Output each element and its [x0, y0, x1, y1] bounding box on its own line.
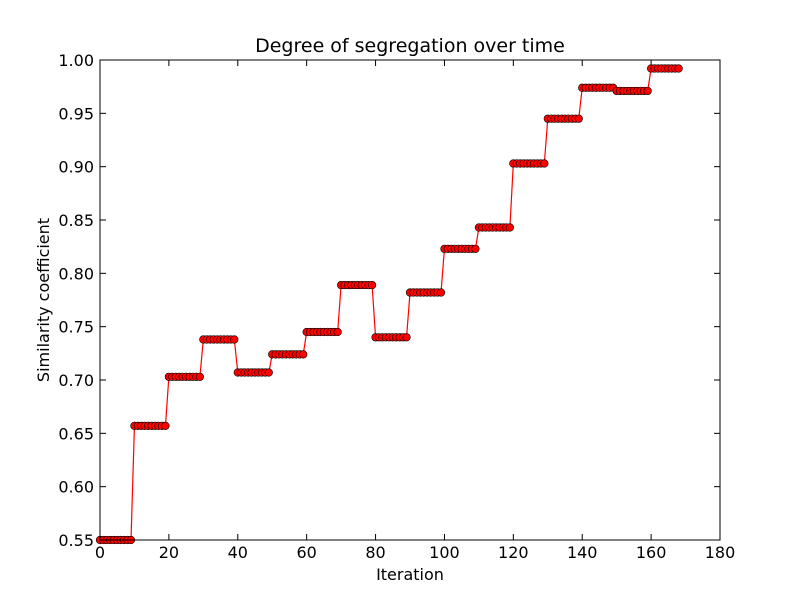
y-tick-label: 0.70: [58, 371, 94, 390]
y-tick-label: 0.60: [58, 478, 94, 497]
axis-ticks: 0 20 40 60 80 100 120 140 160 180 0.55 0.60 0.65 0.70…: [58, 51, 735, 562]
data-point: [333, 327, 342, 337]
x-tick-label: 40: [228, 543, 248, 562]
x-axis-title: Iteration: [376, 565, 444, 584]
y-tick-label: 1.00: [58, 51, 94, 70]
data-point: [230, 335, 239, 344]
data-point: [299, 350, 308, 359]
y-tick-label: 0.95: [58, 104, 94, 123]
data-point: [195, 372, 204, 381]
data-point: [643, 86, 652, 96]
y-tick-label: 0.65: [58, 424, 94, 443]
x-tick-label: 180: [705, 543, 736, 562]
x-tick-label: 100: [429, 543, 460, 562]
data-point: [161, 421, 170, 430]
y-tick-label: 0.90: [58, 158, 94, 177]
x-tick-label: 140: [567, 543, 598, 562]
data-point: [540, 159, 549, 168]
data-point: [436, 288, 446, 297]
x-tick-label: 0: [95, 543, 105, 562]
data-point: [368, 280, 377, 290]
x-tick-label: 160: [636, 543, 667, 562]
y-tick-label: 0.80: [58, 264, 94, 283]
x-tick-label: 120: [498, 543, 529, 562]
data-point: [402, 333, 411, 342]
x-tick-label: 60: [296, 543, 316, 562]
x-tick-label: 20: [159, 543, 179, 562]
data-point: [574, 114, 583, 123]
data-point: [674, 64, 683, 73]
y-axis-title: Similarity coefficient: [34, 218, 53, 382]
y-tick-label: 0.85: [58, 211, 94, 230]
x-tick-label: 80: [365, 543, 385, 562]
y-tick-label: 0.55: [58, 531, 94, 550]
y-tick-label: 0.75: [58, 318, 94, 337]
data-point: [264, 368, 273, 377]
plot-frame: [99, 59, 721, 541]
data-point: [505, 223, 514, 232]
series-layer: [95, 64, 683, 545]
data-point: [471, 244, 480, 253]
chart-title: Degree of segregation over time: [255, 35, 565, 57]
